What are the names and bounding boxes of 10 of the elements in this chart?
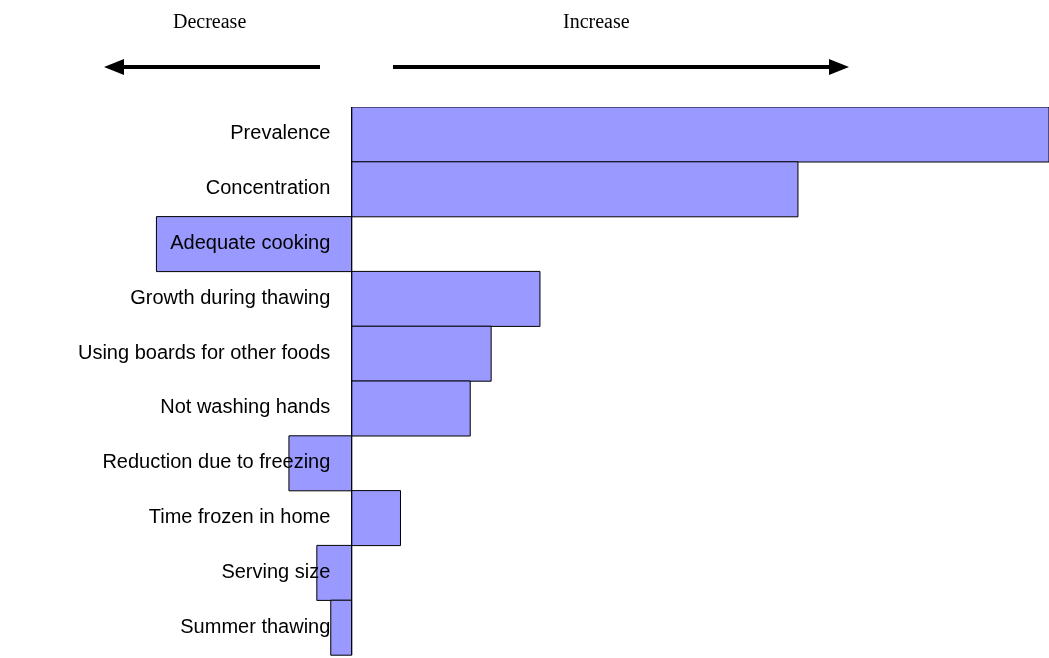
y-tick-label: Concentration	[205, 176, 331, 199]
y-tick-label: Summer thawing	[180, 614, 331, 637]
y-tick-label: Prevalence	[230, 121, 331, 144]
y-tick-label: Not washing hands	[160, 395, 331, 418]
text: Decrease	[173, 10, 247, 33]
y-tick-label: Using boards for other foods	[77, 340, 331, 363]
y-tick-label: Time frozen in home	[148, 505, 331, 527]
text: Increase	[563, 10, 630, 33]
y-tick-label: Adequate cooking	[170, 231, 331, 253]
y-tick-label: Growth during thawing	[130, 285, 331, 308]
